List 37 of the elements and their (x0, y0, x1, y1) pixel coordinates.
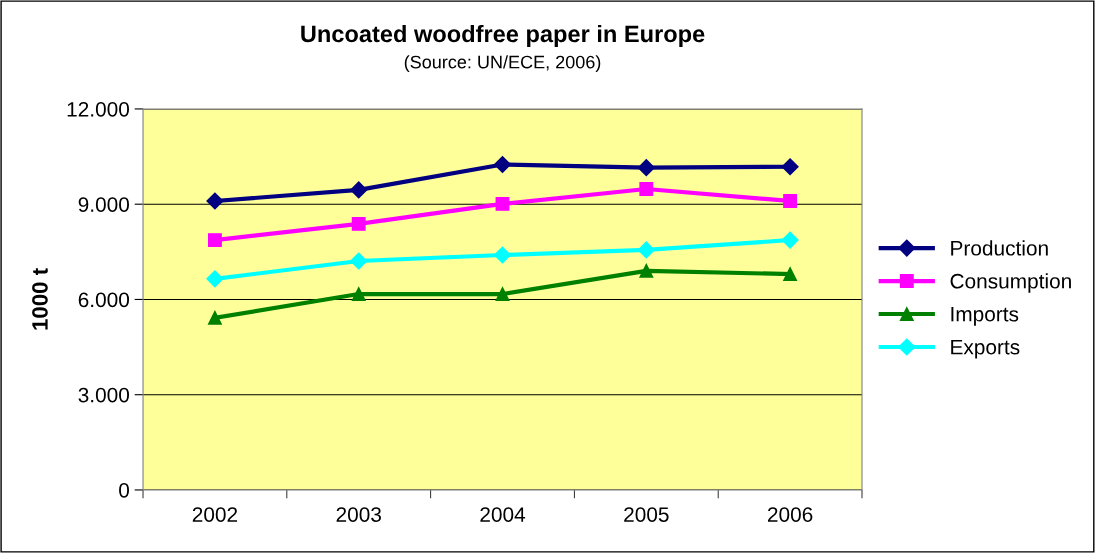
x-tick-label: 2005 (624, 507, 669, 522)
point (351, 287, 366, 301)
point (495, 287, 510, 301)
point (493, 155, 512, 174)
point (781, 231, 799, 249)
y-tick-label: 0 (119, 482, 130, 498)
y-tick-label: 6.000 (78, 292, 130, 308)
point (495, 196, 510, 211)
point (206, 192, 224, 210)
x-tick-label: 2006 (767, 507, 813, 522)
point (351, 216, 366, 231)
y-axis-title: 1000 t (32, 268, 48, 330)
point (639, 182, 654, 196)
point (781, 158, 799, 176)
legend-label: Consumption (950, 273, 1071, 293)
x-tick-label: 2004 (480, 507, 526, 522)
point (493, 246, 512, 264)
x-tick-label: 2003 (336, 507, 381, 522)
y-tick-label: 9.000 (78, 197, 130, 212)
point (639, 263, 654, 278)
point (207, 233, 222, 248)
point (637, 241, 655, 259)
y-tick-label: 3.000 (78, 387, 130, 403)
point (350, 181, 368, 199)
point (783, 194, 798, 208)
legend-label: Imports (951, 306, 1019, 326)
y-tick-label: 12.000 (67, 101, 130, 117)
point (637, 159, 655, 177)
chart-subtitle: (Source: UN/ECE, 2006) (404, 55, 601, 72)
legend-label: Production (951, 240, 1048, 256)
x-tick-label: 2002 (192, 507, 238, 522)
point (350, 252, 368, 270)
chart-title: Uncoated woodfree paper in Europe (301, 24, 705, 47)
point (783, 267, 798, 281)
point (207, 310, 222, 325)
point (206, 270, 224, 288)
legend-label: Exports (951, 339, 1020, 359)
